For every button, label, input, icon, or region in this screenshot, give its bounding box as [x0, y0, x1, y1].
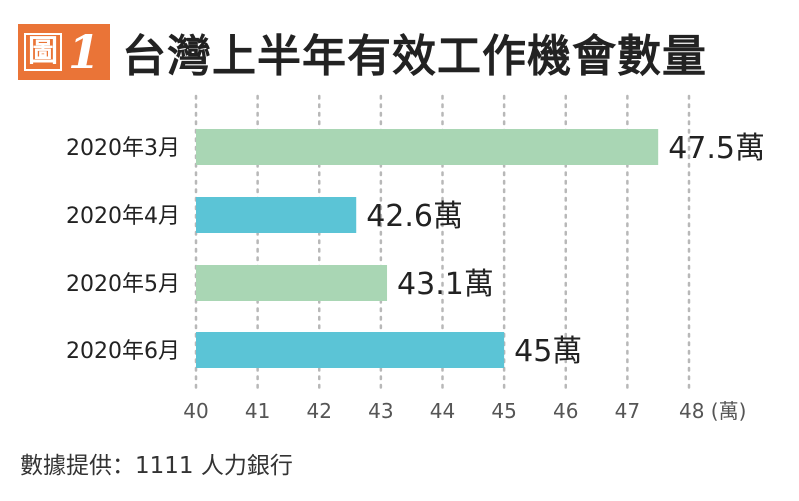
x-tick-label: 46 — [553, 399, 578, 423]
figure-badge: 圖 1 — [18, 24, 111, 80]
category-label: 2020年5月 — [66, 272, 180, 297]
x-tick-label: 43 — [368, 399, 393, 423]
figure-prefix: 圖 — [24, 33, 62, 71]
bar — [196, 332, 505, 368]
figure-header: 圖 1 台灣上半年有效工作機會數量 — [18, 22, 707, 82]
x-tick-label: 48 (萬) — [679, 399, 746, 423]
figure-number: 1 — [68, 25, 101, 79]
x-tick-label: 45 — [491, 399, 516, 423]
data-label: 43.1萬 — [397, 267, 494, 302]
bar — [196, 265, 388, 301]
category-label: 2020年4月 — [66, 204, 180, 229]
data-label: 47.5萬 — [668, 131, 765, 166]
data-label: 42.6萬 — [366, 199, 463, 234]
bar-chart: 40 41 42 43 44 45 46 47 48 (萬) 2020年3月 47.5萬 2020年4… — [66, 94, 765, 423]
x-tick-label: 47 — [615, 399, 640, 423]
x-tick-label: 42 — [307, 399, 332, 423]
x-tick-label: 41 — [245, 399, 270, 423]
x-tick-label: 44 — [430, 399, 455, 423]
category-label: 2020年6月 — [66, 339, 180, 364]
chart-title: 台灣上半年有效工作機會數量 — [122, 31, 708, 82]
data-label: 45萬 — [514, 334, 582, 369]
bar — [196, 129, 659, 165]
category-label: 2020年3月 — [66, 136, 180, 161]
source-note: 數據提供：1111 人力銀行 — [20, 453, 293, 479]
x-tick-label: 40 — [183, 399, 208, 423]
bar — [196, 197, 357, 233]
